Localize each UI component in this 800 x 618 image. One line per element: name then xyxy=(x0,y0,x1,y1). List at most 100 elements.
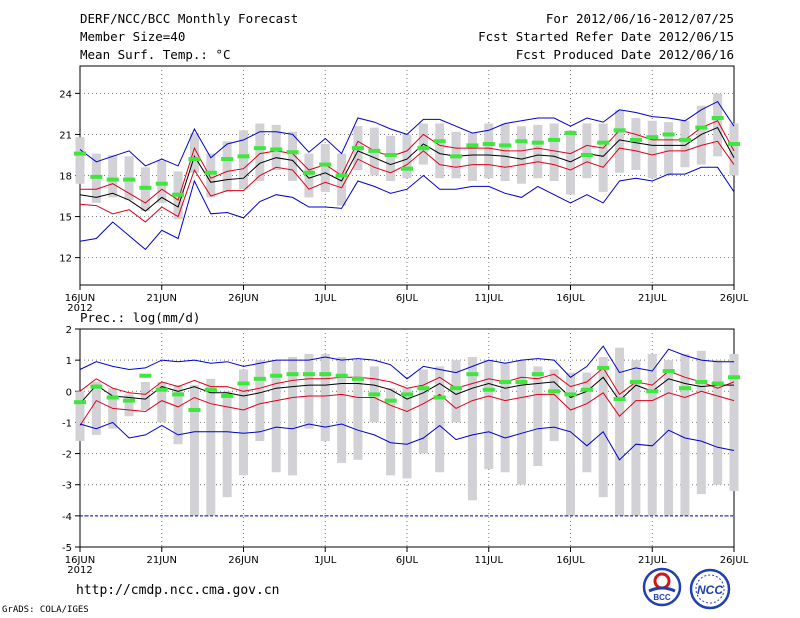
temp-marker-23 xyxy=(450,154,463,159)
prec-box-17 xyxy=(353,360,363,460)
temp-box-26 xyxy=(500,123,510,181)
temp-marker-10 xyxy=(237,154,250,159)
prec-marker-29 xyxy=(548,389,561,394)
temp-xtick-label-3: 1JUL xyxy=(314,293,337,304)
temp-marker-6 xyxy=(172,192,185,197)
prec-marker-15 xyxy=(319,372,332,377)
temp-box-14 xyxy=(304,153,314,198)
prec-marker-30 xyxy=(564,392,577,397)
temp-marker-28 xyxy=(531,140,544,145)
temp-marker-21 xyxy=(417,146,430,151)
temp-marker-38 xyxy=(695,125,708,130)
prec-box-14 xyxy=(304,353,314,429)
prec-marker-26 xyxy=(499,379,512,384)
temp-xtick-label-4: 6JUL xyxy=(396,293,419,304)
prec-box-31 xyxy=(582,372,592,473)
prec-box-33 xyxy=(615,347,625,516)
prec-marker-8 xyxy=(204,387,217,392)
temp-marker-2 xyxy=(106,177,119,182)
prec-ytick-label-4: -1 xyxy=(62,418,72,429)
prec-marker-25 xyxy=(482,387,495,392)
temp-marker-35 xyxy=(646,135,659,140)
temp-xtick-label-1: 21JUN xyxy=(147,293,177,304)
prec-marker-1 xyxy=(90,384,103,389)
temp-marker-24 xyxy=(466,143,479,148)
forecast-produced-date: Fcst Produced Date 2012/06/16 xyxy=(515,47,734,62)
prec-box-26 xyxy=(500,363,510,473)
prec-box-39 xyxy=(713,360,723,485)
prec-xtick-label-7: 21JUL xyxy=(638,555,667,566)
prec-marker-17 xyxy=(351,376,364,381)
prec-box-28 xyxy=(533,366,543,467)
temp-marker-13 xyxy=(286,150,299,155)
temp-marker-14 xyxy=(302,170,315,175)
prec-series-pct_high xyxy=(79,367,735,396)
prec-series-pct_low xyxy=(79,390,735,426)
temp-box-0 xyxy=(75,137,85,184)
temp-marker-12 xyxy=(270,147,283,152)
source-url[interactable]: http://cmdp.ncc.cma.gov.cn xyxy=(76,583,280,598)
temp-marker-18 xyxy=(368,148,381,153)
prec-box-8 xyxy=(206,378,216,516)
prec-box-23 xyxy=(451,360,461,423)
prec-marker-12 xyxy=(270,373,283,378)
prec-marker-18 xyxy=(368,392,381,397)
prec-box-7 xyxy=(189,385,199,516)
temp-box-28 xyxy=(533,124,543,179)
prec-box-24 xyxy=(467,357,477,501)
prec-box-5 xyxy=(157,381,167,423)
prec-xtick-label-1: 21JUN xyxy=(147,555,177,566)
temp-xtick-label-7: 21JUL xyxy=(638,293,667,304)
temp-box-2 xyxy=(108,154,118,198)
prec-box-37 xyxy=(680,353,690,516)
temp-xtick-label-2: 26JUN xyxy=(228,293,258,304)
prec-ytick-label-0: -5 xyxy=(62,543,72,554)
temp-ytick-label-1: 15 xyxy=(59,213,72,224)
prec-xtick-label-4: 6JUL xyxy=(396,555,419,566)
prec-marker-13 xyxy=(286,372,299,377)
prec-marker-3 xyxy=(123,398,136,403)
temp-box-27 xyxy=(516,126,526,184)
temp-marker-0 xyxy=(74,151,86,156)
grads-credit: GrADS: COLA/IGES xyxy=(2,605,89,615)
prec-marker-9 xyxy=(221,393,234,398)
prec-xtick-label-0: 16JUN xyxy=(65,555,95,566)
temp-ytick-label-0: 12 xyxy=(59,254,72,265)
bcc-logo: BCC xyxy=(642,567,682,607)
temp-year-label: 2012 xyxy=(67,303,92,314)
prec-box-35 xyxy=(647,353,657,516)
bcc-logo-text: BCC xyxy=(653,593,671,602)
temp-box-7 xyxy=(189,133,199,173)
temp-marker-27 xyxy=(515,139,528,144)
temp-box-35 xyxy=(647,120,657,179)
temp-ytick-label-3: 21 xyxy=(59,130,72,141)
prec-xtick-label-5: 11JUL xyxy=(474,555,503,566)
prec-marker-2 xyxy=(106,395,119,400)
prec-box-32 xyxy=(598,357,608,498)
prec-box-9 xyxy=(222,391,232,498)
prec-box-20 xyxy=(402,388,412,479)
prec-marker-24 xyxy=(466,372,479,377)
precip-panel-title: Prec.: log(mm/d) xyxy=(80,310,201,325)
prec-marker-23 xyxy=(450,386,463,391)
prec-marker-40 xyxy=(728,375,740,380)
temp-xtick-label-8: 26JUL xyxy=(720,293,749,304)
prec-series-min xyxy=(79,421,735,461)
prec-marker-19 xyxy=(384,398,397,403)
temp-box-39 xyxy=(713,93,723,157)
temp-box-12 xyxy=(271,124,281,171)
prec-xtick-label-8: 26JUL xyxy=(720,555,749,566)
temp-marker-34 xyxy=(629,137,642,142)
temp-panel-title: Mean Surf. Temp.: °C xyxy=(80,47,231,62)
temp-marker-3 xyxy=(123,177,136,182)
forecast-start-date: Fcst Started Refer Date 2012/06/15 xyxy=(478,29,734,44)
prec-xtick-label-6: 16JUL xyxy=(556,555,585,566)
chart-title: DERF/NCC/BCC Monthly Forecast xyxy=(80,11,299,26)
temp-marker-19 xyxy=(384,152,397,157)
forecast-period: For 2012/06/16-2012/07/25 xyxy=(545,11,734,26)
temp-marker-37 xyxy=(678,137,691,142)
prec-ytick-label-5: 0 xyxy=(66,387,72,398)
temp-box-33 xyxy=(615,109,625,173)
temp-box-16 xyxy=(337,153,347,206)
